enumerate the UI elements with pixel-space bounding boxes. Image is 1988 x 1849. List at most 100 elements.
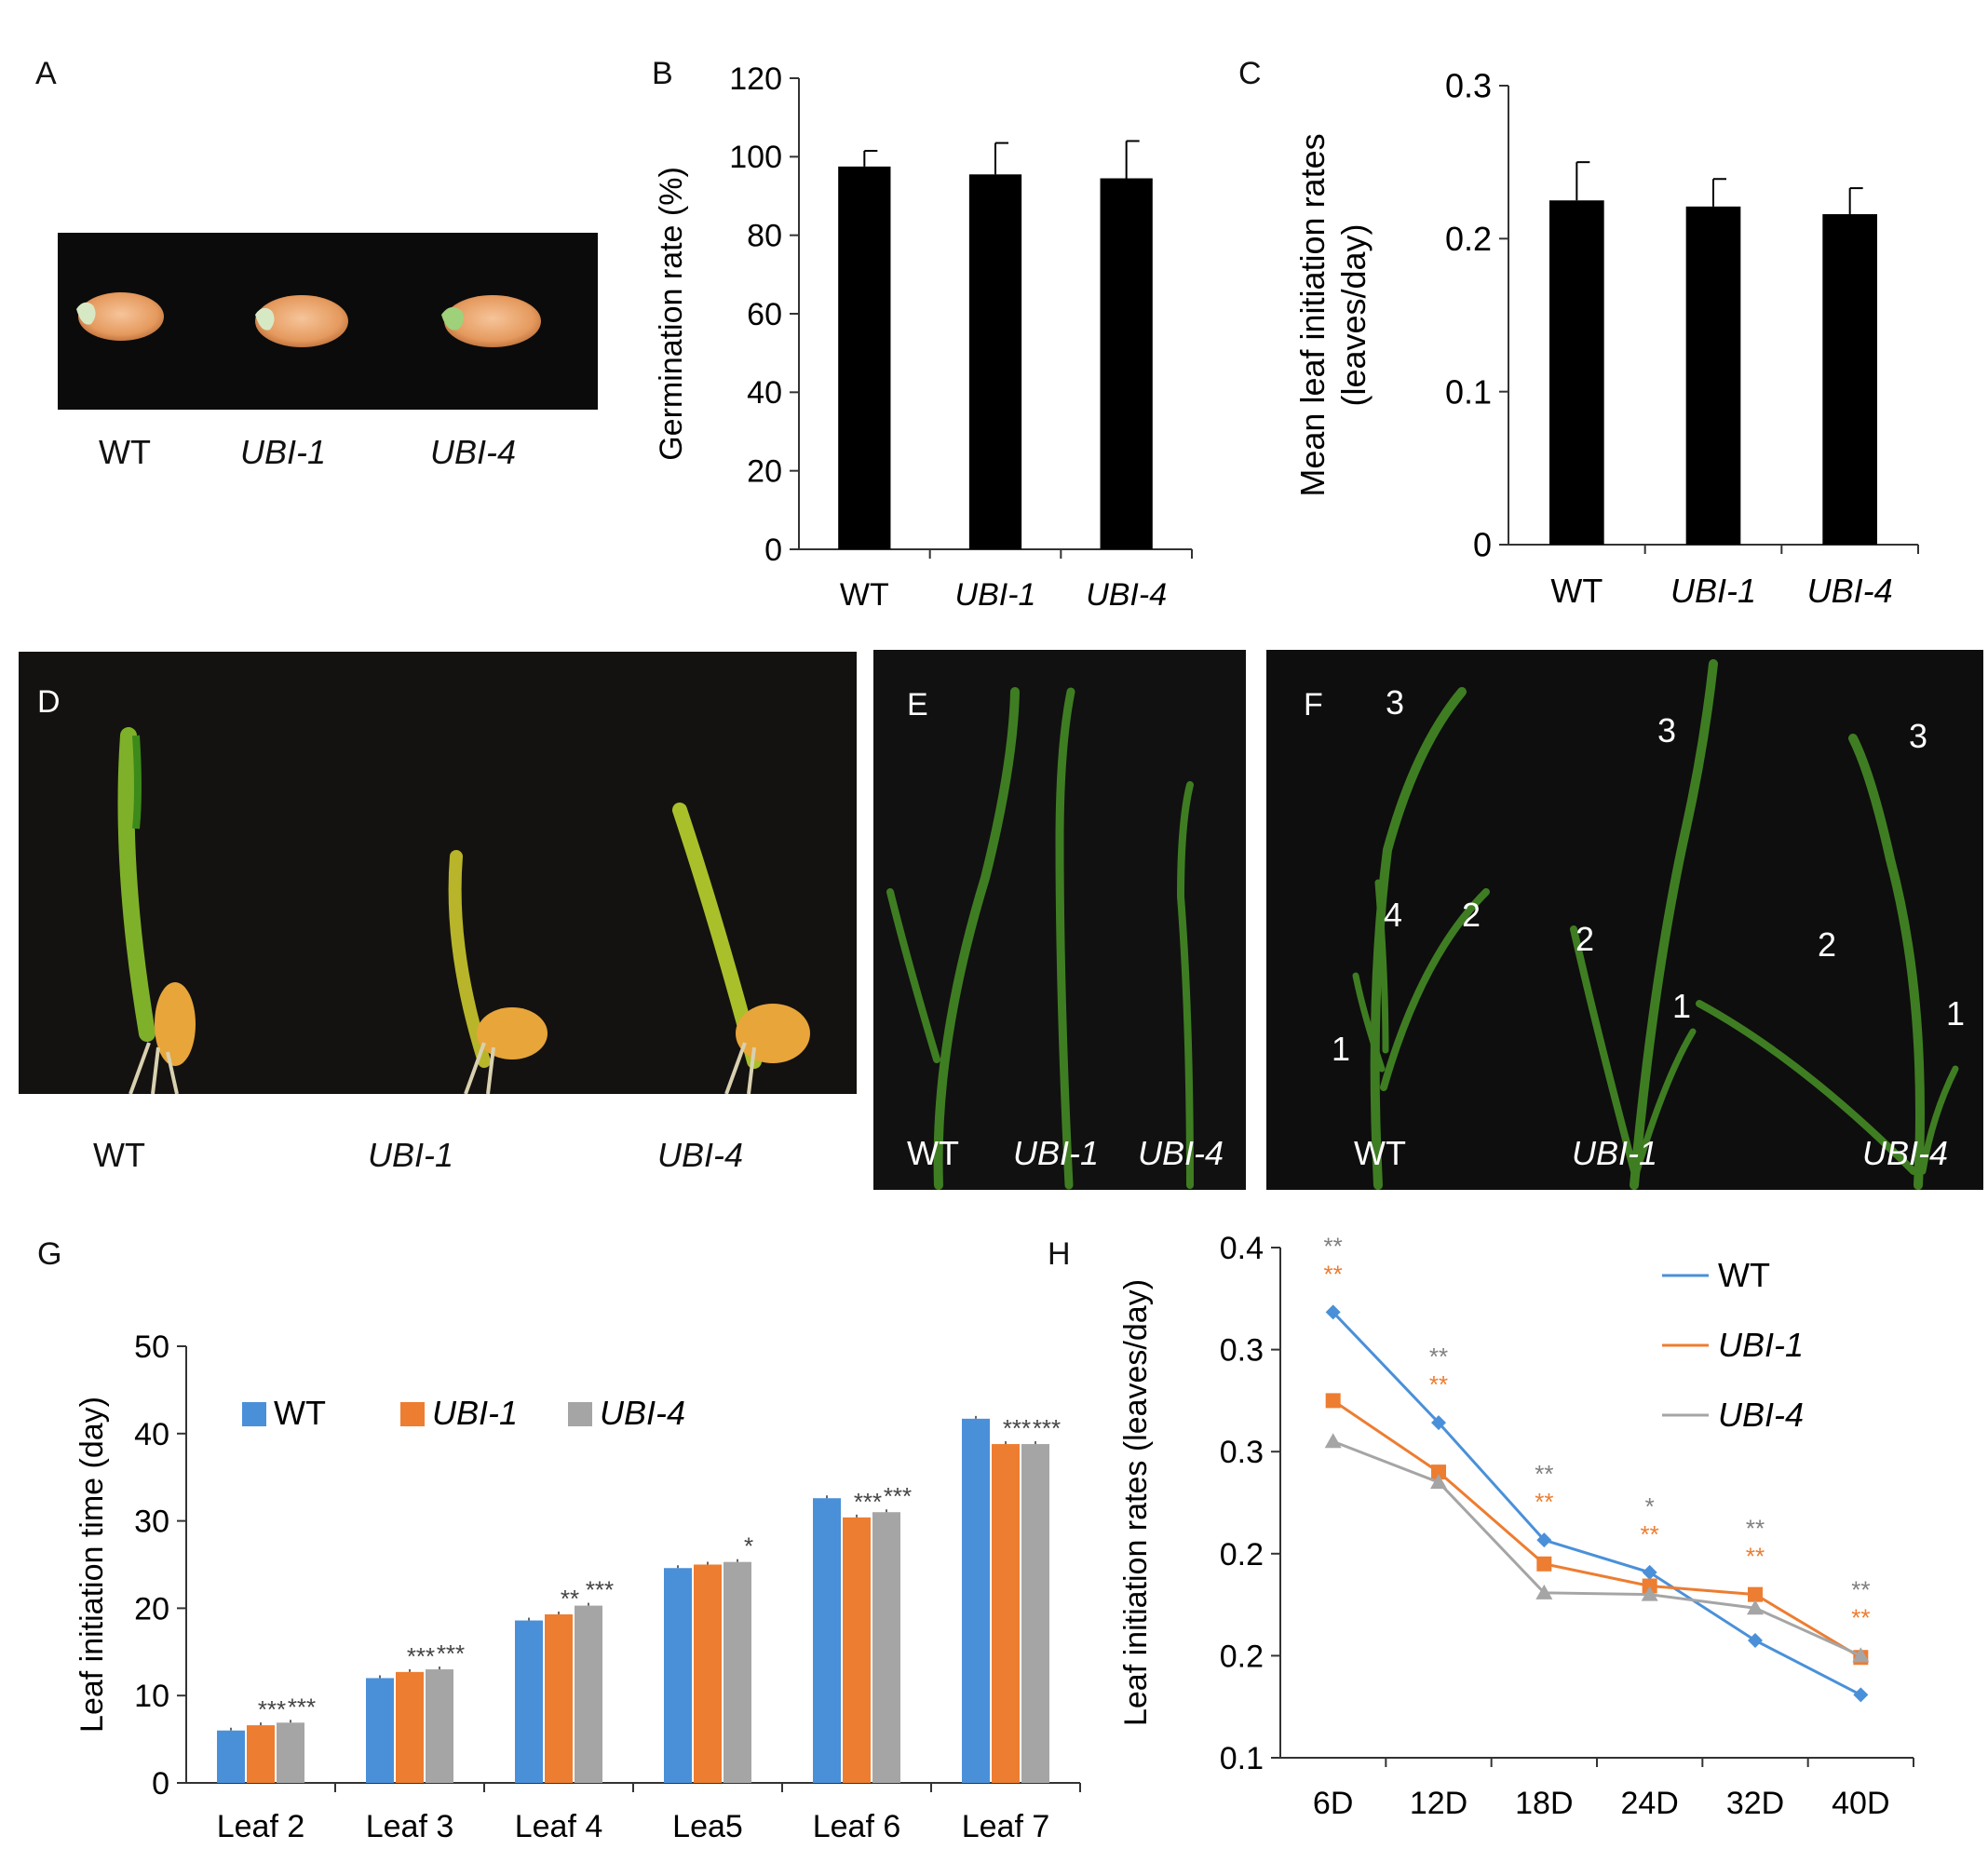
panel-a-letter: A bbox=[35, 56, 57, 91]
data-point bbox=[1747, 1599, 1764, 1615]
chart-h: 0.10.20.20.30.30.46D 12D 18D 24D 32D 40D*****… bbox=[1118, 1231, 1914, 1821]
series-line-ubi-4 bbox=[1332, 1439, 1861, 1657]
f-wt-num-3: 3 bbox=[1386, 683, 1405, 722]
y-tick-label: 50 bbox=[134, 1329, 169, 1365]
f-wt-num-4: 4 bbox=[1384, 896, 1403, 934]
bar-ubi-1 bbox=[992, 1444, 1020, 1783]
panel-f-label-wt: WT bbox=[1354, 1134, 1406, 1172]
bar-wt bbox=[217, 1730, 245, 1783]
y-tick-label: 0.3 bbox=[1220, 1435, 1264, 1470]
bar-ubi-1 bbox=[247, 1725, 275, 1783]
bar-wt bbox=[366, 1678, 394, 1783]
data-point bbox=[1748, 1586, 1763, 1602]
x-tick-label: 40D bbox=[1832, 1786, 1889, 1821]
bar-ubi-4 bbox=[872, 1512, 900, 1783]
seed-wt bbox=[76, 292, 164, 341]
bar bbox=[1822, 214, 1877, 546]
y-tick-label: 0 bbox=[1473, 526, 1492, 564]
bar-ubi-4 bbox=[575, 1605, 602, 1783]
data-point bbox=[1431, 1415, 1446, 1431]
bar-wt bbox=[515, 1620, 543, 1783]
data-point bbox=[1431, 1464, 1446, 1480]
panel-g-letter: G bbox=[37, 1236, 62, 1272]
bar-ubi-4 bbox=[277, 1722, 304, 1783]
data-point bbox=[1852, 1647, 1870, 1663]
x-tick-label: WT bbox=[1550, 572, 1603, 610]
x-tick-label: UBI-4 bbox=[1086, 577, 1167, 613]
panel-d-photo: D bbox=[19, 652, 857, 1094]
significance-mark: *** bbox=[437, 1640, 465, 1667]
panel-f-photo: F 3 4 2 1 3 2 1 3 2 1 WT UBI-1 UBI-4 bbox=[1266, 650, 1983, 1190]
data-point bbox=[1641, 1586, 1658, 1601]
significance-mark: *** bbox=[884, 1482, 912, 1510]
panel-f-label-ubi1: UBI-1 bbox=[1572, 1134, 1658, 1172]
y-axis-label: Germination rate (%) bbox=[654, 167, 689, 461]
significance-mark: *** bbox=[258, 1695, 286, 1723]
panel-a-label-ubi4: UBI-4 bbox=[430, 433, 517, 471]
data-point bbox=[1535, 1584, 1553, 1599]
f-wt-num-1: 1 bbox=[1332, 1030, 1351, 1068]
y-tick-label: 60 bbox=[747, 297, 782, 332]
y-tick-label: 0.2 bbox=[1220, 1639, 1264, 1674]
bar bbox=[1100, 178, 1153, 549]
x-tick-label: 12D bbox=[1410, 1786, 1467, 1821]
panel-e-label-ubi1: UBI-1 bbox=[1013, 1134, 1100, 1172]
x-tick-label: 32D bbox=[1726, 1786, 1784, 1821]
series-line-wt bbox=[1332, 1311, 1862, 1696]
seedling-wt bbox=[117, 727, 196, 1094]
significance-mark: *** bbox=[1033, 1414, 1061, 1442]
significance-mark-orange: ** bbox=[1641, 1520, 1659, 1548]
x-tick-label: 24D bbox=[1620, 1786, 1678, 1821]
x-tick-label: Leaf 3 bbox=[366, 1809, 454, 1843]
panel-h-letter: H bbox=[1048, 1236, 1071, 1272]
seedlings-image bbox=[117, 727, 810, 1094]
panel-d-label-ubi4: UBI-4 bbox=[657, 1136, 744, 1174]
legend-label: UBI-4 bbox=[1718, 1396, 1804, 1434]
x-tick-label: 6D bbox=[1313, 1786, 1353, 1821]
y-tick-label: 30 bbox=[134, 1505, 169, 1540]
bar-ubi-1 bbox=[843, 1517, 871, 1783]
f-ubi1-num-1: 1 bbox=[1672, 987, 1692, 1025]
data-point bbox=[1853, 1687, 1869, 1703]
chart-c: 0 0.1 0.2 0.3 WT UBI-1 UBI-4 Mean leaf initiati… bbox=[1293, 67, 1919, 610]
significance-mark: *** bbox=[288, 1693, 316, 1721]
y-tick-label: 0.3 bbox=[1220, 1333, 1264, 1369]
significance-mark: * bbox=[744, 1532, 753, 1560]
y-tick-label: 20 bbox=[747, 454, 782, 490]
data-point bbox=[1642, 1564, 1657, 1580]
x-tick-label: WT bbox=[840, 577, 889, 613]
x-tick-label: Leaf 7 bbox=[962, 1809, 1050, 1843]
panel-e-letter: E bbox=[907, 687, 928, 722]
panel-e-label-ubi4: UBI-4 bbox=[1138, 1134, 1224, 1172]
bar bbox=[838, 166, 891, 549]
plants-f-image bbox=[1352, 659, 1959, 1190]
seed-ubi1 bbox=[255, 295, 348, 347]
f-ubi4-num-1: 1 bbox=[1946, 994, 1966, 1032]
f-ubi1-num-2: 2 bbox=[1576, 920, 1595, 958]
bar-wt bbox=[664, 1568, 692, 1783]
f-wt-num-2: 2 bbox=[1462, 896, 1481, 934]
y-tick-label: 0.1 bbox=[1445, 372, 1492, 411]
f-ubi1-num-3: 3 bbox=[1657, 711, 1677, 749]
panel-d-letter: D bbox=[37, 684, 61, 720]
data-point bbox=[1642, 1578, 1657, 1594]
legend-swatch bbox=[400, 1402, 425, 1426]
significance-mark: *** bbox=[1003, 1414, 1031, 1442]
y-tick-label: 0.4 bbox=[1220, 1231, 1264, 1266]
bar-ubi-1 bbox=[545, 1613, 573, 1783]
y-tick-label: 0.3 bbox=[1445, 67, 1492, 105]
y-tick-label: 100 bbox=[729, 140, 782, 175]
x-tick-label: Leaf 4 bbox=[515, 1809, 603, 1843]
data-point bbox=[1324, 1433, 1342, 1449]
y-tick-label: 0.2 bbox=[1220, 1537, 1264, 1572]
significance-mark-orange: ** bbox=[1746, 1543, 1765, 1571]
panel-f-label-ubi4: UBI-4 bbox=[1862, 1134, 1949, 1172]
y-axis-label: Leaf initiation rates (leaves/day) bbox=[1118, 1279, 1154, 1726]
x-tick-label: 18D bbox=[1515, 1786, 1573, 1821]
panel-b-letter: B bbox=[652, 56, 673, 91]
data-point bbox=[1748, 1632, 1763, 1648]
bar bbox=[968, 174, 1022, 549]
legend-label: UBI-1 bbox=[432, 1394, 518, 1432]
y-axis-label: Mean leaf initiation rates bbox=[1293, 133, 1332, 496]
seed-ubi4 bbox=[441, 295, 541, 347]
